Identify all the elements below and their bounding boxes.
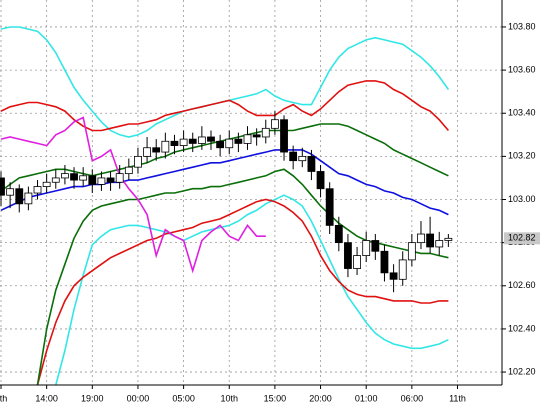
candle-body	[316, 171, 325, 190]
band-line	[0, 116, 266, 274]
x-tick-label: 11th	[449, 393, 466, 403]
candle-body	[362, 240, 371, 256]
x-tick-label: 05:00	[172, 393, 195, 403]
y-tick-label: 103.60	[508, 64, 536, 74]
candle-body	[134, 155, 142, 168]
x-tick-label: 01:00	[355, 393, 378, 403]
candle-body	[444, 237, 453, 241]
candle-body	[88, 175, 97, 185]
candle-body	[270, 119, 279, 129]
x-tick-label: 14:00	[35, 393, 58, 403]
y-tick-label: 103.80	[508, 21, 536, 31]
plot-background	[0, 0, 502, 385]
candle-body	[435, 240, 444, 248]
candle-body	[61, 173, 69, 179]
candle-body	[325, 188, 334, 226]
x-tick-label: 20:00	[309, 393, 332, 403]
candle-body	[207, 136, 215, 142]
candle-body	[106, 177, 115, 183]
candle-body	[143, 147, 151, 157]
y-tick-label: 103.20	[508, 151, 536, 161]
candle-body	[417, 233, 425, 244]
candle-body	[97, 177, 106, 185]
candle-body	[152, 147, 161, 153]
last-price-label: 102.82	[508, 233, 536, 243]
candle-body	[161, 140, 170, 153]
plot	[0, 0, 502, 385]
candle-body	[33, 186, 42, 194]
y-tick-label: 102.20	[508, 366, 536, 376]
candle-body	[344, 242, 352, 269]
x-tick-label: 19:00	[81, 393, 104, 403]
candle-body	[6, 188, 15, 196]
candle-body	[334, 224, 343, 244]
candle-body	[15, 188, 24, 205]
candle-body	[307, 155, 316, 172]
band-line	[55, 194, 449, 385]
candle-body	[398, 259, 407, 280]
band-line	[0, 149, 449, 216]
candle-body	[170, 140, 179, 146]
candle-body	[197, 136, 206, 144]
candle-body	[426, 233, 435, 248]
x-tick-label: 00:00	[127, 393, 150, 403]
candle-body	[280, 119, 288, 153]
candle-body	[79, 175, 88, 181]
candle-body	[252, 134, 261, 138]
candle-body	[380, 250, 389, 274]
candle-body	[407, 242, 416, 261]
x-tick-label: 06:00	[401, 393, 424, 403]
x-tick-label: 10th	[220, 393, 238, 403]
y-tick-label: 102.60	[508, 280, 536, 290]
y-tick-label: 102.40	[508, 323, 536, 333]
candle-body	[124, 166, 133, 175]
candle-body	[371, 240, 380, 252]
candle-body	[353, 255, 361, 269]
candle-body	[234, 138, 243, 144]
candle-body	[0, 177, 5, 196]
candle-body	[289, 151, 298, 162]
band-line	[36, 198, 449, 385]
x-tick-label: 9th	[0, 393, 7, 403]
candle-body	[115, 173, 124, 183]
candle-body	[298, 155, 307, 162]
band-line	[0, 123, 449, 192]
candle-body	[179, 138, 188, 146]
candle-body	[216, 140, 225, 149]
candle-body	[51, 177, 60, 183]
candle-body	[42, 181, 51, 187]
candle-body	[225, 138, 234, 149]
candle-body	[70, 173, 78, 181]
last-price-box	[504, 232, 540, 245]
y-tick-label: 103.00	[508, 194, 536, 204]
candle-body	[24, 192, 33, 205]
band-line	[36, 168, 449, 385]
y-tick-label: 103.40	[508, 108, 536, 118]
candle-body	[389, 272, 398, 280]
candle-body	[243, 134, 252, 144]
candle-body	[261, 127, 270, 138]
candle-body	[188, 138, 197, 144]
x-tick-label: 15:00	[264, 393, 287, 403]
